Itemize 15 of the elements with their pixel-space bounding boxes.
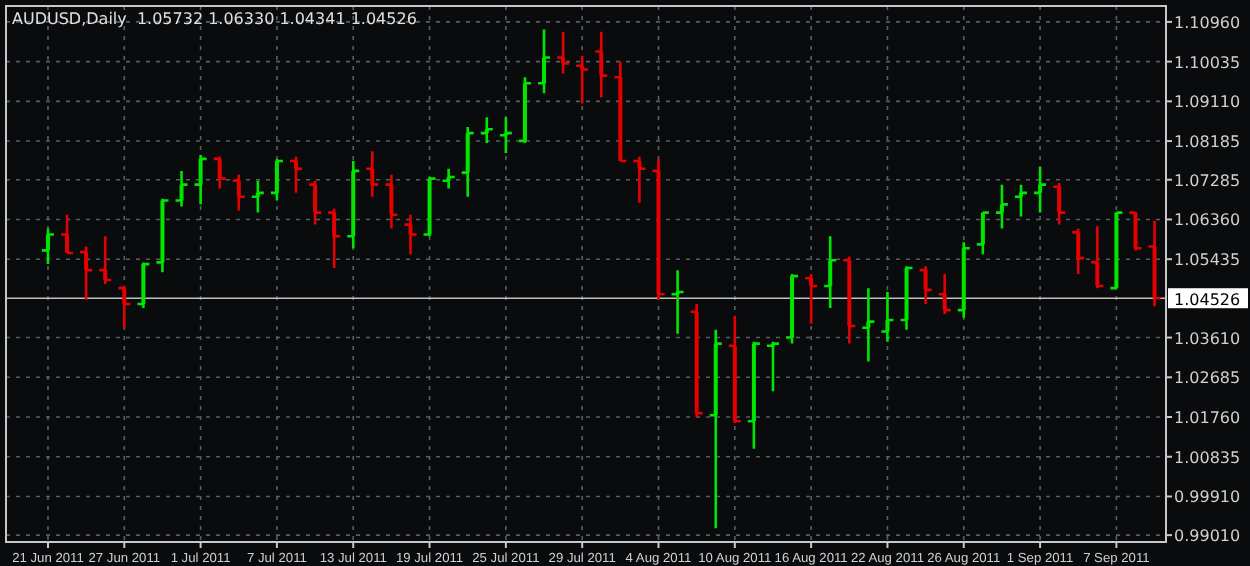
y-tick-label: 0.99010 [1174, 527, 1241, 546]
y-tick-label: 1.07285 [1174, 171, 1241, 190]
chart-title: AUDUSD,Daily 1.05732 1.06330 1.04341 1.04526 [12, 10, 417, 28]
y-tick-label: 1.09110 [1174, 93, 1241, 112]
y-tick-label: 1.01760 [1174, 409, 1241, 428]
y-tick-label: 1.05435 [1174, 251, 1241, 270]
y-tick-label: 1.00835 [1174, 448, 1241, 467]
ref-line-label: 1.04526 [1174, 291, 1241, 310]
y-tick-label: 1.10035 [1174, 53, 1241, 72]
y-tick-label: 1.08185 [1174, 133, 1241, 152]
y-tick-label: 1.06360 [1174, 211, 1241, 230]
y-tick-label: 0.99910 [1174, 488, 1241, 507]
y-tick-label: 1.02685 [1174, 369, 1241, 388]
y-tick-label: 1.03610 [1174, 329, 1241, 348]
y-tick-label: 1.10960 [1174, 13, 1241, 32]
